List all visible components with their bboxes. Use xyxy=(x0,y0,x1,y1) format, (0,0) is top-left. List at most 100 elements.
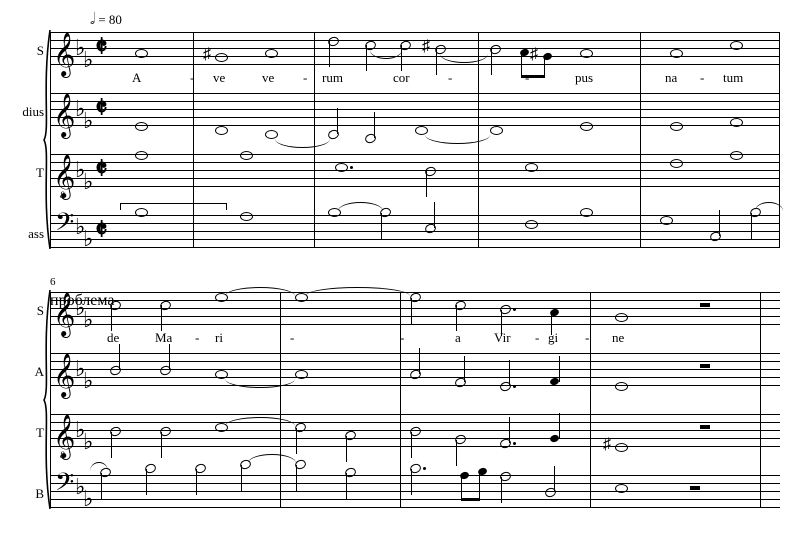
staff-soprano-1 xyxy=(50,32,780,64)
lyr-d5: - xyxy=(448,70,452,86)
s2tieB1 xyxy=(248,454,296,463)
s1-sop-n13 xyxy=(730,41,743,50)
system-2: S A T B проблема 𝄞 𝄞 𝄞 8 𝄢 ♭ ♭ xyxy=(0,280,796,530)
s1-ten-n7 xyxy=(730,151,743,160)
tieA1 xyxy=(275,139,330,148)
s1-bar1 xyxy=(193,32,194,247)
measure-number-6: 6 xyxy=(50,276,56,288)
lyr2-gi: gi xyxy=(548,330,558,346)
staff-bass-2 xyxy=(50,475,780,507)
label-alto: dius xyxy=(0,104,44,120)
lyr2-d2: - xyxy=(195,330,199,346)
s1-ten-n6 xyxy=(670,159,683,168)
s1-bas-n6 xyxy=(525,220,538,229)
s1-alt-n5 xyxy=(364,132,377,144)
s1-ten-n1 xyxy=(135,151,148,160)
tempo-mark: 𝅗𝅥 = 80 xyxy=(90,12,122,28)
s1-alt-n8 xyxy=(580,122,593,131)
s2-ten-n10 xyxy=(615,443,628,452)
s1-alt-n10 xyxy=(730,118,743,127)
lyr-d8: - xyxy=(700,70,704,86)
s1-bar5 xyxy=(779,32,780,247)
s1-bas-n2 xyxy=(240,212,253,221)
lyr2-ri: ri xyxy=(215,330,223,346)
s1-sop-n12 xyxy=(670,49,683,58)
label-bass: ass xyxy=(0,226,44,242)
lyr2-ma: Ma xyxy=(155,330,172,346)
s2-alt-rest xyxy=(700,364,710,368)
s1-ten-dot3 xyxy=(350,166,353,169)
lyr-rum: rum xyxy=(322,70,343,86)
lyr-ve: ve xyxy=(213,70,225,86)
s1-ten-n3 xyxy=(335,163,348,172)
lyr-pus: pus xyxy=(575,70,593,86)
tieB-in xyxy=(90,462,108,471)
staff-alto-1 xyxy=(50,93,780,125)
lyr-ve2: ve xyxy=(262,70,274,86)
lyr2-d7: - xyxy=(585,330,589,346)
s1-sop-n3 xyxy=(265,49,278,58)
s1-ten-n5 xyxy=(525,163,538,172)
s2-bas-rest xyxy=(690,486,700,490)
s1-sop-n11 xyxy=(580,49,593,58)
s2-sop-n9 xyxy=(615,313,628,322)
tieA2 xyxy=(425,135,490,144)
lyr2-d4: - xyxy=(400,330,404,346)
lyr2-vir: Vir xyxy=(494,330,511,346)
s1-bar4 xyxy=(640,32,641,247)
s1-alt-n1 xyxy=(135,122,148,131)
label-tenor: T xyxy=(0,165,44,181)
s2-bar3 xyxy=(590,292,591,507)
label-b2: B xyxy=(0,486,44,502)
s1-alt-n7 xyxy=(490,126,503,135)
label-a2: A xyxy=(0,364,44,380)
lyr2-d3: - xyxy=(290,330,294,346)
s2-sop-rest xyxy=(700,303,710,307)
lyr-cor: cor xyxy=(393,70,410,86)
system-1: 𝅗𝅥 = 80 S dius T ass xyxy=(0,10,796,260)
s1-alt-n6 xyxy=(415,126,428,135)
s2-bar4 xyxy=(760,292,761,507)
s2tie2 xyxy=(305,287,410,296)
s1-ten-n2 xyxy=(240,151,253,160)
label-t2: T xyxy=(0,425,44,441)
lyr-d1: - xyxy=(190,70,194,86)
tempo-beat-glyph: 𝅗𝅥 xyxy=(90,11,95,28)
label-s2: S xyxy=(0,303,44,319)
s1-sop-n1 xyxy=(135,49,148,58)
s2-alt-n4 xyxy=(295,370,308,379)
score-container: 𝅗𝅥 = 80 S dius T ass xyxy=(0,0,796,534)
s2-alt-n9 xyxy=(615,382,628,391)
s2tie1 xyxy=(225,287,295,296)
s2-ten-rest xyxy=(700,425,710,429)
lyr2-de: de xyxy=(107,330,119,346)
lyr-na: na xyxy=(665,70,677,86)
s1-alt-n3 xyxy=(265,130,278,139)
lyr2-d6: - xyxy=(535,330,539,346)
lyr2-a: a xyxy=(455,330,461,346)
lyr-d6: - xyxy=(525,70,529,86)
clef-t1-8: 8 xyxy=(60,190,65,200)
s2-alt-n3 xyxy=(215,370,228,379)
brace-sys2 xyxy=(40,290,52,509)
s1-alt-n2 xyxy=(215,126,228,135)
lyr-a: A xyxy=(132,70,141,86)
s2tieA1 xyxy=(225,379,295,388)
s1-bas-n1 xyxy=(135,208,148,217)
s1-bas-n8 xyxy=(660,216,673,225)
clef-t2-8: 8 xyxy=(60,450,65,460)
s1-alt-n9 xyxy=(670,122,683,131)
s2-bas-n11 xyxy=(615,484,628,493)
s2-bar2 xyxy=(400,292,401,507)
tieB1 xyxy=(338,202,383,211)
lyr2-ne: ne xyxy=(612,330,624,346)
brace-sys1 xyxy=(40,30,52,249)
s2-bar1 xyxy=(280,292,281,507)
label-soprano: S xyxy=(0,43,44,59)
lyr-d3: - xyxy=(303,70,307,86)
s1-bas-n7 xyxy=(580,208,593,217)
s1-sop-n2 xyxy=(215,53,228,62)
staff-tenor-1 xyxy=(50,154,780,186)
lyr-tum: tum xyxy=(723,70,743,86)
tempo-value: = 80 xyxy=(98,12,122,27)
